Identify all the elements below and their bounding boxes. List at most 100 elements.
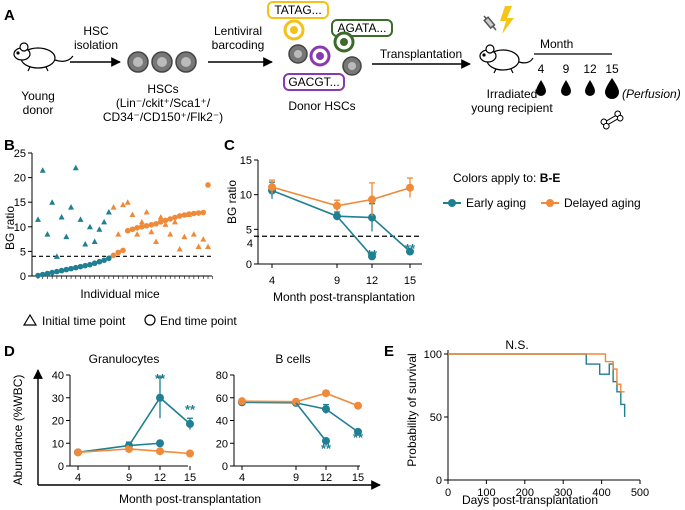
- legend-initial-label: Initial time point: [42, 314, 126, 328]
- delayed-initial-point: [153, 238, 160, 245]
- panel-b-ytick-label: 0: [20, 271, 26, 283]
- barcoding-label-1: Lentiviral: [214, 24, 262, 38]
- barcode-2: AGATA...: [338, 21, 387, 35]
- early-end-point: [44, 270, 51, 277]
- panel-e-ytick-label: 50: [430, 412, 442, 424]
- bcells-title: B cells: [275, 352, 310, 366]
- panel-c-threshold-label: 4: [247, 238, 253, 250]
- barcode-3: GACGT...: [288, 75, 339, 89]
- barcoded-cells-icon: [283, 19, 362, 76]
- delayed-end-point: [143, 223, 150, 229]
- early-initial-point: [39, 167, 46, 173]
- panel-e-axes: 0 50 100 0 100 200 300 400 500: [424, 349, 650, 499]
- delayed-point: [268, 183, 276, 192]
- panel-e-ylabel: Probability of survival: [405, 353, 419, 466]
- panel-e-series: [448, 353, 626, 417]
- panel-e-xtick-label: 400: [592, 487, 610, 499]
- panel-ytick-label: 20: [52, 416, 64, 428]
- delayed-point: [74, 448, 82, 457]
- early-point: [368, 213, 376, 222]
- delayed-end-point: [205, 182, 211, 188]
- granulocytes-xtick-label: 12: [154, 472, 166, 484]
- bcells-xtick-label: 12: [320, 472, 332, 484]
- early-end-point: [39, 271, 46, 278]
- delayed-initial-point: [115, 231, 122, 237]
- barcoding-label-2: barcoding: [212, 38, 265, 52]
- delayed-point: [156, 447, 164, 456]
- early-series-line: [271, 189, 411, 253]
- recipient-caption-2: young recipient: [471, 101, 553, 115]
- barcode-box-yellow: [267, 1, 329, 19]
- early-end-point: [101, 257, 107, 264]
- delayed-end-point: [115, 249, 122, 256]
- significance-marker: **: [185, 402, 196, 417]
- donor-mouse-icon: [13, 42, 74, 72]
- delayed-point: [238, 397, 246, 406]
- early-split-line: [336, 215, 373, 257]
- panel-d: D Abundance (%WBC) Month post-transplant…: [4, 343, 381, 506]
- early-split-point: [368, 252, 376, 261]
- delayed-initial-point: [167, 231, 174, 237]
- panel-xtick-label: 9: [334, 275, 340, 287]
- delayed-end-point: [134, 224, 140, 231]
- panel-ytick-label: 10: [52, 438, 64, 450]
- delayed-end-point: [200, 209, 207, 216]
- barcode-1: TATAG...: [274, 3, 321, 17]
- transplantation-label: Transplantation: [380, 47, 462, 61]
- early-initial-point: [44, 231, 51, 237]
- delayed-initial-point: [205, 243, 211, 249]
- panel-ytick-label: 15: [240, 155, 252, 167]
- early-end-point: [91, 260, 98, 267]
- isolation-label-2: isolation: [74, 38, 118, 52]
- delayed-end-point: [139, 224, 145, 230]
- panel-d-xlabel: Month post-transplantation: [119, 492, 261, 506]
- panel-ytick-label: 0: [246, 259, 252, 271]
- early-initial-point: [49, 199, 56, 205]
- delayed-end-point: [129, 226, 136, 233]
- panel-ytick-label: 0: [58, 461, 64, 473]
- delayed-initial-point: [138, 218, 145, 225]
- panel-xtick-label: 4: [269, 275, 275, 287]
- legend-delayed-dot: [546, 199, 554, 207]
- month-title: Month: [540, 37, 573, 51]
- panel-e-xtick-label: 200: [516, 487, 534, 499]
- early-initial-point: [58, 213, 65, 220]
- barcode-box-purple: [283, 73, 345, 91]
- delayed-end-point: [110, 252, 117, 259]
- panel-b-ytick-label: 20: [14, 173, 26, 185]
- panel-c-ylabel: BG ratio: [225, 180, 239, 224]
- delayed-point: [292, 397, 300, 406]
- delayed-point: [368, 195, 376, 204]
- panel-e: E Probability of survival N.S. 0 50 100 0 10…: [384, 338, 649, 507]
- delayed-series-line: [77, 448, 191, 455]
- delayed-end-point: [186, 211, 192, 217]
- delayed-end-point: [162, 217, 169, 224]
- delayed-initial-point: [162, 221, 169, 227]
- panel-b-ytick-label: 5: [20, 246, 26, 258]
- panel-e-label: E: [384, 343, 394, 360]
- panel-a-label: A: [4, 7, 15, 24]
- granulocytes-series: ** **: [74, 371, 196, 458]
- early-end-point: [82, 262, 89, 269]
- early-point: [406, 247, 414, 256]
- delayed-point: [125, 444, 133, 453]
- delayed-initial-point: [195, 243, 202, 249]
- significance-marker: **: [367, 247, 378, 262]
- granulocytes-xtick-label: 15: [184, 472, 196, 484]
- donor-hscs-caption: Donor HSCs: [288, 99, 355, 113]
- panel-xtick-label: 15: [404, 275, 416, 287]
- panel-e-ytick-label: 0: [436, 475, 442, 487]
- granulocytes-xtick-label: 9: [126, 472, 132, 484]
- delayed-end-point: [195, 210, 202, 216]
- irradiation-lightning-icon: [500, 6, 514, 34]
- delayed-end-point: [181, 212, 188, 218]
- bcells-xtick-label: 9: [293, 472, 299, 484]
- panel-e-xtick-label: 100: [477, 487, 495, 499]
- delayed-initial-point: [176, 245, 183, 252]
- early-initial-point: [68, 204, 75, 210]
- significance-marker: **: [321, 441, 332, 456]
- delayed-initial-point: [143, 209, 150, 215]
- panel-c-axes: 0 5 10 15 4 9 12 15: [240, 155, 422, 287]
- early-end-point: [96, 258, 103, 265]
